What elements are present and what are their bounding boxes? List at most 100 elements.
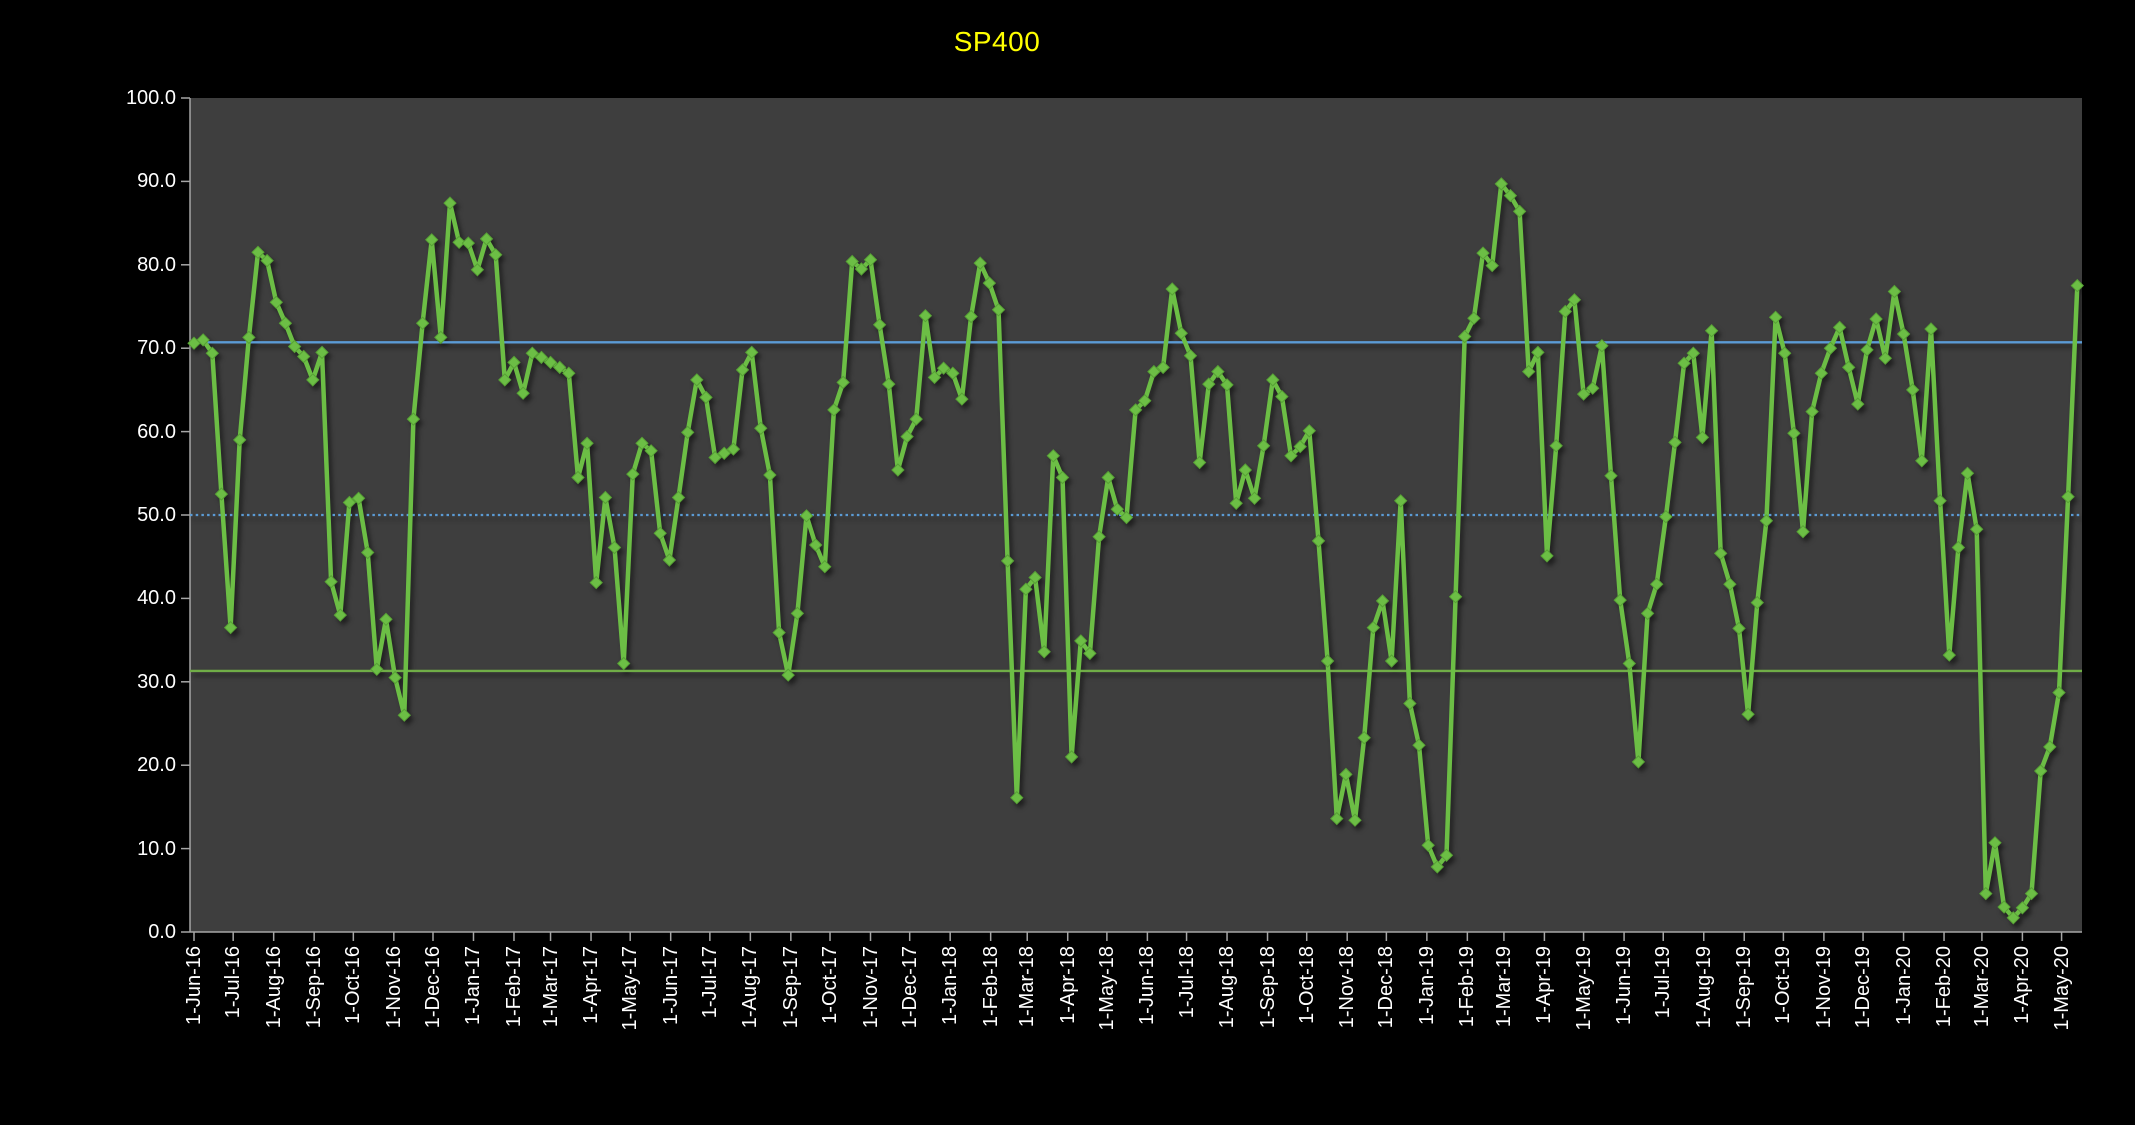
data-point-marker — [1531, 345, 1545, 360]
data-point-marker — [2024, 886, 2039, 901]
series-group — [187, 177, 2085, 925]
data-point-marker — [1165, 282, 1179, 296]
data-point-marker — [909, 412, 923, 426]
data-point-marker — [708, 450, 722, 465]
data-point-marker — [1887, 284, 1902, 299]
x-axis-tick-label: 1-Nov-19 — [1812, 946, 1835, 1029]
data-point-marker — [1878, 351, 1893, 365]
y-axis-tick-label: 100.0 — [125, 87, 176, 109]
data-point-marker — [1988, 836, 2002, 850]
x-axis-tick-label: 1-May-19 — [1572, 946, 1595, 1031]
data-point-marker — [1521, 364, 1536, 379]
data-point-marker — [1074, 634, 1088, 648]
data-point-marker — [1915, 454, 1929, 468]
data-point-marker — [1668, 435, 1682, 450]
data-point-marker — [991, 303, 1006, 317]
data-point-marker — [2006, 911, 2021, 925]
data-point-marker — [1896, 327, 1911, 341]
data-point-marker — [324, 574, 338, 589]
data-point-marker — [1293, 439, 1307, 454]
data-point-marker — [1576, 387, 1591, 401]
y-axis-tick-label: 20.0 — [137, 754, 176, 777]
data-point-marker — [1659, 509, 1673, 524]
data-point-marker — [406, 412, 421, 426]
data-point-marker — [516, 386, 530, 400]
data-point-marker — [754, 421, 768, 436]
data-point-marker — [2043, 740, 2057, 754]
x-axis-tick-label: 1-Nov-16 — [382, 946, 405, 1029]
data-point-marker — [1046, 449, 1061, 463]
data-point-marker — [1723, 577, 1737, 591]
data-point-marker — [1192, 455, 1207, 470]
data-point-marker — [2052, 685, 2066, 700]
data-point-marker — [1366, 620, 1381, 635]
x-axis-tick-label: 1-Jun-19 — [1613, 946, 1636, 1025]
data-point-marker — [214, 487, 229, 501]
x-axis-tick-label: 1-Aug-18 — [1216, 946, 1239, 1029]
data-point-marker — [1777, 346, 1792, 360]
x-axis-tick-label: 1-Mar-18 — [1016, 946, 1039, 1028]
y-axis-tick-label: 0.0 — [148, 921, 176, 943]
data-point-marker — [1467, 311, 1481, 325]
data-point-marker — [1860, 343, 1874, 357]
data-point-marker — [699, 390, 713, 405]
data-point-marker — [1640, 606, 1655, 621]
chart-title: SP400 — [953, 26, 1041, 57]
data-point-marker — [1649, 577, 1664, 591]
x-axis-tick-label: 1-Aug-16 — [262, 946, 285, 1029]
data-point-marker — [845, 254, 859, 269]
data-point-marker — [342, 495, 357, 510]
data-point-marker — [1256, 439, 1271, 453]
x-axis-tick-label: 1-Oct-17 — [819, 946, 842, 1024]
data-point-marker — [900, 429, 914, 444]
data-point-marker — [1485, 258, 1499, 273]
data-point-marker — [1503, 188, 1518, 203]
data-point-marker — [242, 330, 256, 345]
data-point-marker — [1942, 648, 1957, 662]
data-point-marker — [1695, 430, 1710, 445]
data-point-marker — [1905, 383, 1920, 397]
data-point-marker — [1357, 730, 1371, 745]
data-point-marker — [278, 316, 293, 330]
data-point-marker — [735, 363, 750, 377]
x-axis-tick-label: 1-Oct-16 — [342, 946, 365, 1024]
data-point-marker — [818, 559, 832, 574]
data-point-marker — [808, 538, 823, 552]
data-point-marker — [1348, 813, 1362, 827]
data-point-marker — [1010, 790, 1024, 805]
data-point-marker — [1220, 378, 1234, 392]
data-point-marker — [1613, 593, 1627, 607]
data-point-marker — [2033, 764, 2048, 778]
data-point-marker — [1019, 582, 1033, 596]
x-axis-tick-label: 1-Sep-18 — [1256, 946, 1279, 1029]
data-point-marker — [1147, 364, 1161, 379]
x-axis-tick-label: 1-Apr-19 — [1533, 946, 1556, 1024]
data-point-marker — [1302, 424, 1317, 438]
data-point-marker — [562, 366, 576, 380]
data-point-marker — [1851, 397, 1865, 411]
x-axis-tick-label: 1-Jul-18 — [1175, 946, 1198, 1019]
x-axis-tick-label: 1-Nov-18 — [1336, 946, 1359, 1029]
x-axis-tick-label: 1-Aug-17 — [739, 946, 762, 1029]
data-point-marker — [580, 436, 594, 451]
data-point-marker — [1713, 546, 1728, 561]
data-point-marker — [223, 620, 238, 635]
data-point-marker — [790, 606, 805, 621]
data-point-marker — [1138, 393, 1152, 408]
data-point-marker — [1211, 364, 1225, 379]
data-point-marker — [1558, 304, 1573, 319]
data-point-marker — [1494, 177, 1509, 191]
data-point-marker — [1375, 594, 1390, 608]
data-point-marker — [1101, 470, 1115, 485]
x-axis-tick-label: 1-Jan-20 — [1892, 946, 1915, 1025]
x-axis-tick-label: 1-Nov-17 — [859, 946, 882, 1029]
data-point-marker — [598, 490, 613, 505]
data-point-marker — [1979, 886, 1993, 901]
data-point-marker — [1000, 554, 1015, 568]
data-point-marker — [1997, 900, 2011, 914]
data-point-marker — [1339, 767, 1353, 782]
data-point-marker — [799, 509, 814, 523]
y-axis-tick-label: 40.0 — [137, 587, 176, 610]
